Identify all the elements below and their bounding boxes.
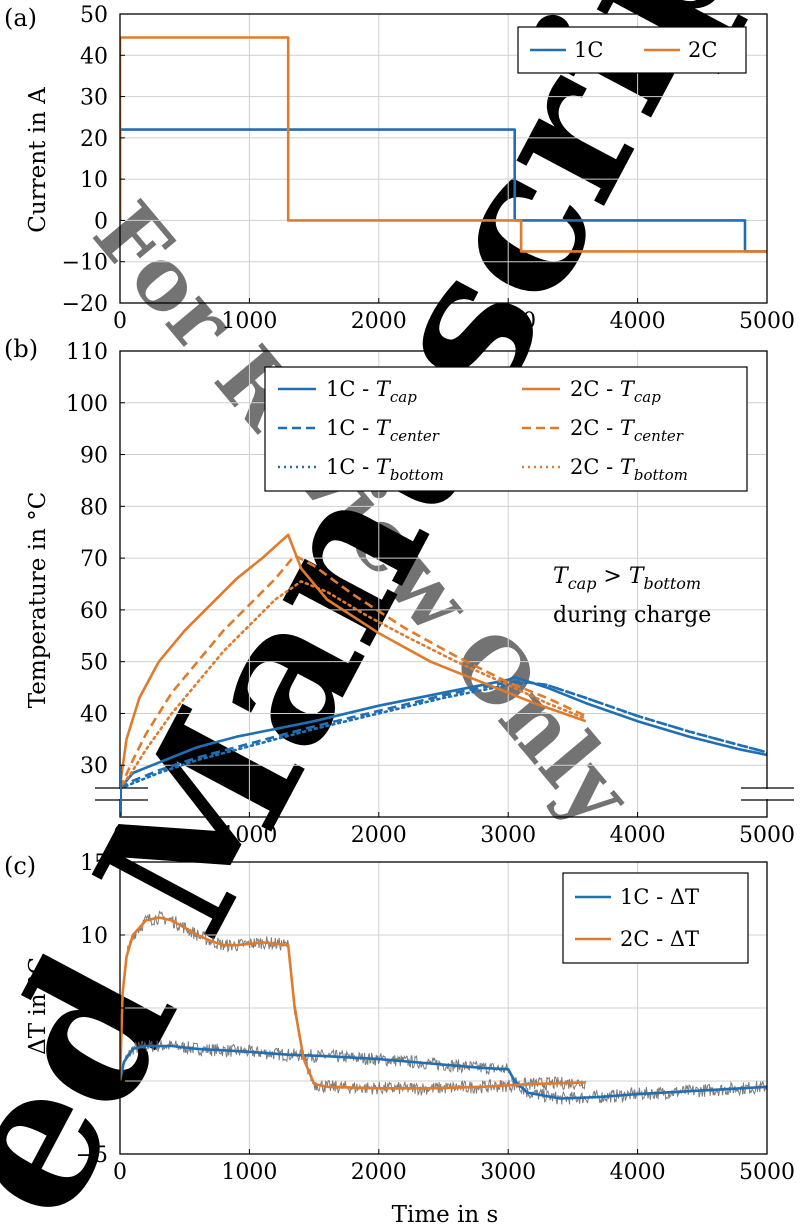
series-line xyxy=(120,675,767,790)
series-lines-a xyxy=(120,36,767,253)
x-tick-label: 5000 xyxy=(739,823,795,848)
y-tick-label: 30 xyxy=(80,86,108,111)
series-line xyxy=(120,681,767,790)
x-tick-label: 0 xyxy=(113,309,127,334)
y-tick-label: 5 xyxy=(94,997,108,1022)
legend-label: 2C - Tcap xyxy=(570,377,661,406)
x-tick-label: 0 xyxy=(113,1160,127,1185)
x-tick-label: 2000 xyxy=(351,1160,407,1185)
y-tick-label: 40 xyxy=(80,44,108,69)
x-tick-label: 5000 xyxy=(739,1160,795,1185)
y-tick-label: 15 xyxy=(80,851,108,876)
y-tick-label: 10 xyxy=(80,924,108,949)
series-line xyxy=(120,1044,767,1100)
series-lines-c xyxy=(120,910,767,1105)
panel-label-c: (c) xyxy=(4,852,36,880)
legend-box-b xyxy=(264,366,748,492)
panel-b: 0 1000 2000 3000 4000 5000 30 40 50 60 70 80 90 100 11… xyxy=(4,335,795,848)
x-tick-label: 4000 xyxy=(610,1160,666,1185)
x-tick-label: 1000 xyxy=(221,309,277,334)
y-tick-label: 70 xyxy=(80,547,108,572)
legend-label: 1C - Tbottom xyxy=(326,455,444,484)
ylabel-b: Temperature in °C xyxy=(25,492,51,709)
legend-label-2c: 2C xyxy=(688,38,717,62)
ylabel-c: ΔT in °C xyxy=(25,957,51,1055)
legend-label: 2C - Tbottom xyxy=(570,455,688,484)
series-line xyxy=(120,680,767,790)
y-tick-label: 50 xyxy=(80,3,108,28)
x-tick-label: 4000 xyxy=(610,823,666,848)
series-line xyxy=(120,554,587,790)
y-tick-label: 40 xyxy=(80,702,108,727)
plot-frame-b xyxy=(119,350,768,818)
ylabel-a: Current in A xyxy=(25,87,51,233)
x-tick-label: 2000 xyxy=(351,309,407,334)
x-tick-label: 1000 xyxy=(221,823,277,848)
y-tick-label: 60 xyxy=(80,599,108,624)
xlabel-c: Time in s xyxy=(392,1202,499,1228)
annotation-b: Tcap > Tbottom during charge xyxy=(553,564,711,628)
x-tick-label: 1000 xyxy=(221,1160,277,1185)
panel-a: 0 1000 2000 3000 4000 5000 −20 −10 0 10 20 30 40 50 (… xyxy=(4,3,795,334)
annotation-line1: Tcap > Tbottom xyxy=(553,564,701,593)
y-tick-label: 80 xyxy=(80,495,108,520)
raw-noise-trace xyxy=(120,1040,767,1105)
series-line xyxy=(120,916,586,1090)
legend-label-1c-dt: 1C - ΔT xyxy=(620,885,699,909)
x-tick-label: 2000 xyxy=(351,823,407,848)
x-tick-label: 3000 xyxy=(480,309,536,334)
y-tick-label: −5 xyxy=(76,1143,108,1168)
legend-a: 1C 2C xyxy=(517,26,747,74)
y-tick-label: 90 xyxy=(80,444,108,469)
tick-labels-a: 0 1000 2000 3000 4000 5000 −20 −10 0 10 20 30 40 50 xyxy=(62,3,795,334)
panel-label-a: (a) xyxy=(4,4,37,32)
y-tick-label: 10 xyxy=(80,168,108,193)
y-tick-label: 30 xyxy=(80,754,108,779)
legend-label: 1C - Tcenter xyxy=(326,416,440,445)
legend-label: 1C - Tcap xyxy=(326,377,417,406)
panel-label-b: (b) xyxy=(4,335,38,363)
legend-box-c xyxy=(562,872,749,964)
series-lines-b xyxy=(120,533,767,790)
y-tick-label: −20 xyxy=(62,292,108,317)
y-tick-label: 0 xyxy=(94,1070,108,1095)
legend-b: 1C - Tcap 1C - Tcenter 1C - Tbottom 2C - Tc… xyxy=(264,366,748,492)
legend-label-2c-dt: 2C - ΔT xyxy=(620,927,699,951)
plot-frame-a xyxy=(119,13,768,304)
y-tick-label: 50 xyxy=(80,651,108,676)
series-line xyxy=(120,36,767,253)
x-tick-label: 4000 xyxy=(610,309,666,334)
legend-label-1c: 1C xyxy=(574,38,603,62)
x-tick-label: 0 xyxy=(113,823,127,848)
y-tick-label: 0 xyxy=(94,209,108,234)
x-tick-label: 3000 xyxy=(480,1160,536,1185)
y-tick-label: −10 xyxy=(62,251,108,276)
x-tick-label: 3000 xyxy=(480,823,536,848)
axis-break-right xyxy=(741,787,794,801)
annotation-line2: during charge xyxy=(553,603,711,628)
series-line xyxy=(120,580,588,790)
x-tick-label: 5000 xyxy=(739,309,795,334)
y-tick-label: 100 xyxy=(66,392,108,417)
y-tick-label: 20 xyxy=(80,127,108,152)
legend-c: 1C - ΔT 2C - ΔT xyxy=(562,872,749,964)
tick-labels-b: 0 1000 2000 3000 4000 5000 30 40 50 60 70 80 90 100 11… xyxy=(66,340,795,848)
series-line xyxy=(120,533,587,787)
legend-label: 2C - Tcenter xyxy=(570,416,684,445)
y-tick-label: 110 xyxy=(66,340,108,365)
